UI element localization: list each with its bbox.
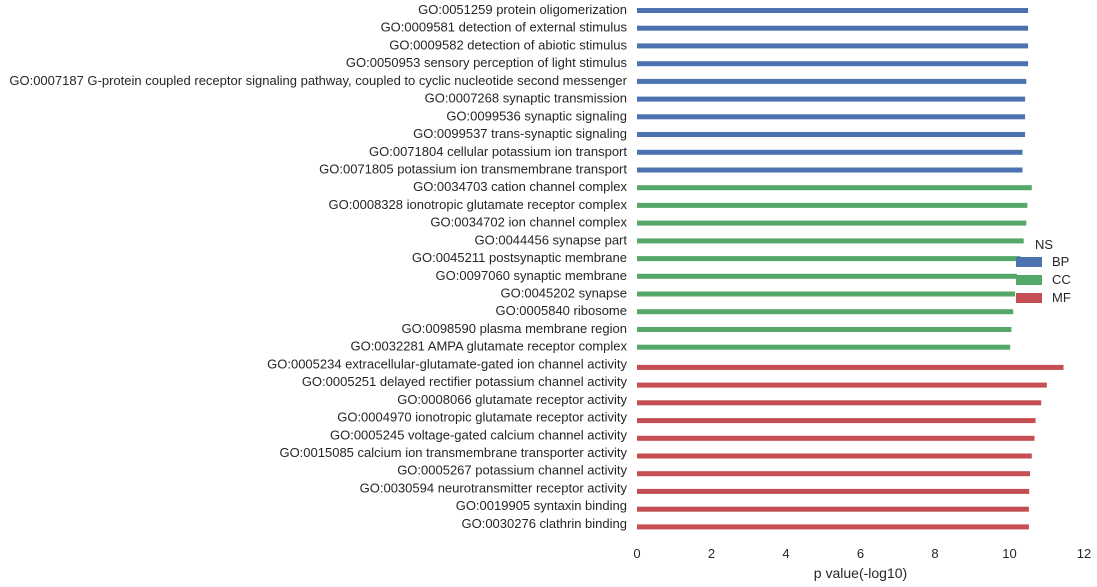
category-label: GO:0045202 synapse [501,286,627,301]
x-axis: 0 2 4 6 8 10 12 [633,546,1091,561]
bar-mf [637,435,1035,441]
category-label: GO:0004970 ionotropic glutamate receptor… [337,410,627,425]
legend-title: NS [1035,237,1053,252]
bar-mf [637,506,1029,512]
bar-cc [637,291,1016,297]
bar-bp [637,114,1026,120]
category-label: GO:0034703 cation channel complex [413,179,627,194]
bar-mf [637,488,1030,494]
bar-bp [637,61,1029,67]
bar-cc [637,256,1021,262]
category-label: GO:0009581 detection of external stimulu… [381,20,628,35]
bar-mf [637,418,1036,424]
bar-mf [637,471,1030,477]
category-label: GO:0005234 extracellular-glutamate-gated… [267,356,627,371]
category-labels: GO:0051259 protein oligomerization GO:000… [9,2,627,531]
category-label: GO:0099537 trans-synaptic signaling [413,126,627,141]
x-tick-label: 8 [931,546,938,561]
legend-swatch-cc [1016,275,1042,285]
category-label: GO:0007268 synaptic transmission [425,91,627,106]
bar-bp [637,167,1023,173]
category-label: GO:0008066 glutamate receptor activity [397,392,627,407]
category-label: GO:0044456 synapse part [475,232,628,247]
x-tick-label: 12 [1077,546,1091,561]
bar-mf [637,453,1032,459]
x-tick-label: 2 [708,546,715,561]
category-label: GO:0030276 clathrin binding [461,516,627,531]
category-label: GO:0007187 G-protein coupled receptor si… [9,73,627,88]
bar-bp [637,8,1029,13]
bar-cc [637,202,1028,208]
category-label: GO:0015085 calcium ion transmembrane tra… [279,445,627,460]
category-label: GO:0045211 postsynaptic membrane [412,250,627,265]
category-label: GO:0005245 voltage-gated calcium channel… [330,427,628,442]
legend: NS BP CC MF [1016,237,1071,305]
category-label: GO:0051259 protein oligomerization [418,2,627,17]
bar-bp [637,132,1026,137]
bar-bp [637,78,1027,84]
category-label: GO:0071805 potassium ion transmembrane t… [319,162,627,177]
category-label: GO:0019905 syntaxin binding [456,498,627,513]
bar-bp [637,43,1029,49]
bar-cc [637,273,1017,279]
category-label: GO:0030594 neurotransmitter receptor act… [360,480,628,495]
bar-mf [637,400,1042,406]
legend-label-cc: CC [1052,272,1071,287]
category-label: GO:0034702 ion channel complex [430,215,627,230]
category-label: GO:0032281 AMPA glutamate receptor compl… [350,339,627,354]
bar-cc [637,220,1027,226]
bar-cc [637,185,1032,191]
category-label: GO:0071804 cellular potassium ion transp… [369,144,627,159]
bar-mf [637,382,1047,388]
category-label: GO:0050953 sensory perception of light s… [346,55,628,70]
category-label: GO:0005840 ribosome [495,303,627,318]
bar-mf [637,364,1064,370]
category-label: GO:0098590 plasma membrane region [402,321,627,336]
bar-mf [637,524,1029,530]
x-axis-title: p value(-log10) [814,565,907,581]
x-tick-label: 6 [857,546,864,561]
x-tick-label: 10 [1002,546,1016,561]
bar-bp [637,96,1026,102]
category-label: GO:0008328 ionotropic glutamate receptor… [329,197,628,212]
legend-swatch-bp [1016,257,1042,267]
bar-cc [637,327,1012,332]
bar-cc [637,238,1024,244]
x-tick-label: 0 [633,546,640,561]
legend-label-mf: MF [1052,290,1071,305]
legend-swatch-mf [1016,293,1042,303]
bar-bp [637,25,1029,31]
bars-layer [637,8,1064,530]
bar-cc [637,344,1011,350]
category-label: GO:0099536 synaptic signaling [446,108,627,123]
x-tick-label: 4 [782,546,789,561]
bar-bp [637,149,1023,155]
bar-cc [637,309,1014,315]
legend-label-bp: BP [1052,254,1069,269]
category-label: GO:0009582 detection of abiotic stimulus [389,37,627,52]
category-label: GO:0005251 delayed rectifier potassium c… [302,374,628,389]
category-label: GO:0005267 potassium channel activity [397,463,627,478]
category-label: GO:0097060 synaptic membrane [436,268,628,283]
